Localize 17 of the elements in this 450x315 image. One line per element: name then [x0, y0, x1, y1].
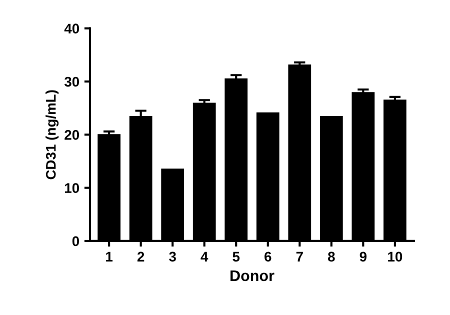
x-tick-label: 1 [106, 252, 113, 262]
x-tick-label: 2 [137, 252, 144, 262]
y-tick-label: 30 [64, 76, 80, 87]
y-tick-label: 40 [64, 24, 80, 34]
y-axis-title: CD31 (ng/mL) [46, 90, 59, 180]
x-tick-label: 5 [232, 252, 240, 262]
y-tick-label: 10 [65, 183, 80, 193]
y-tick-label: 0 [72, 236, 80, 246]
x-tick-label: 8 [328, 252, 335, 262]
x-tick-label: 3 [169, 252, 176, 262]
x-axis-title: Donor [230, 270, 274, 282]
x-tick-label: 9 [360, 252, 367, 262]
y-tick-label: 20 [64, 130, 80, 140]
x-tick-label: 10 [388, 252, 402, 262]
x-tick-label: 6 [264, 252, 272, 262]
x-tick-label: 7 [296, 252, 303, 262]
x-tick-label: 4 [200, 252, 208, 262]
